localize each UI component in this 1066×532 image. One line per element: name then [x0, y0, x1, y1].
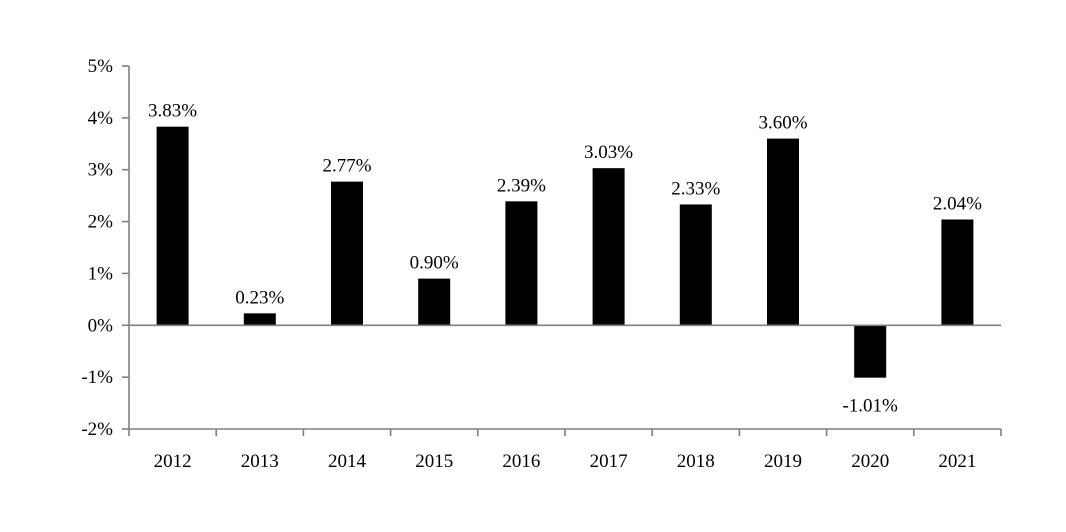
bar-2016: [505, 201, 538, 326]
x-tick-label: 2016: [502, 451, 540, 472]
bar-series: [156, 126, 974, 378]
bar-2013: [243, 313, 276, 326]
x-tick-label: 2012: [154, 451, 192, 472]
data-label: 2.77%: [322, 156, 371, 177]
x-tick-label: 2021: [938, 451, 976, 472]
data-label: -1.01%: [842, 396, 898, 417]
data-label: 0.23%: [235, 287, 284, 308]
y-tick-label: -1%: [81, 367, 113, 388]
x-tick-label: 2013: [241, 451, 279, 472]
y-axis: 5% 4% 3% 2% 1% 0% -1% -2%: [81, 56, 130, 440]
data-label: 3.60%: [758, 113, 807, 134]
data-label: 2.33%: [671, 178, 720, 199]
bar-2018: [679, 204, 712, 326]
y-tick-label: 0%: [88, 315, 114, 336]
x-tick-label: 2017: [590, 451, 628, 472]
x-tick-label: 2015: [415, 451, 453, 472]
y-tick-label: 1%: [88, 263, 114, 284]
bar-2014: [331, 181, 363, 326]
x-tick-label: 2019: [764, 451, 802, 472]
y-tick-label: 4%: [88, 108, 114, 129]
bar-2015: [418, 278, 451, 326]
data-label: 2.04%: [933, 193, 982, 214]
y-tick-label: 3%: [88, 160, 114, 181]
data-label: 2.39%: [497, 175, 546, 196]
bar-2019: [767, 138, 799, 326]
x-tick-label: 2018: [677, 451, 715, 472]
data-label: 0.90%: [410, 253, 459, 274]
x-axis: 2012 2013 2014 2015 2016 2017 2018 2019 2020 2021: [128, 324, 1002, 472]
data-label: 3.03%: [584, 142, 633, 163]
x-tick-label: 2020: [851, 451, 889, 472]
y-tick-label: -2%: [81, 419, 113, 440]
bar-2021: [941, 219, 974, 326]
bar-2012: [156, 126, 189, 326]
y-tick-label: 2%: [88, 212, 114, 233]
bar-2020: [854, 325, 887, 378]
y-tick-label: 5%: [88, 56, 114, 77]
data-label: 3.83%: [148, 101, 197, 122]
bar-2017: [592, 168, 625, 326]
data-labels: 3.83% 0.23% 2.77% 0.90% 2.39% 3.03% 2.33% 3.60%…: [148, 101, 982, 417]
x-tick-label: 2014: [328, 451, 367, 472]
